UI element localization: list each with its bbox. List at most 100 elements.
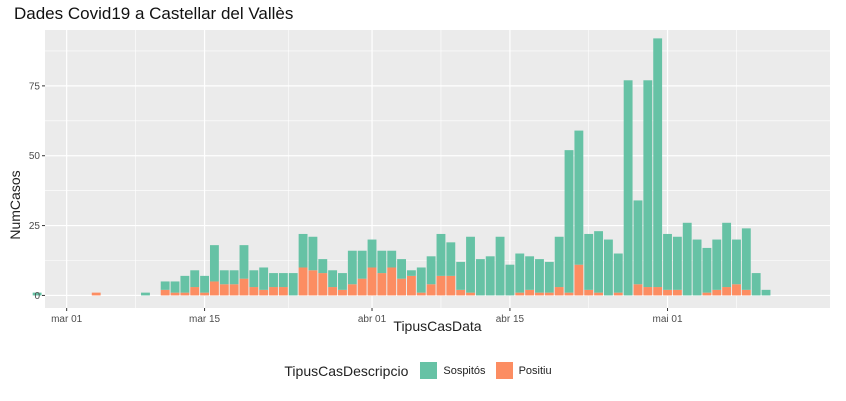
bar-positiu xyxy=(298,267,308,296)
bar-sospitos xyxy=(160,281,170,290)
bar-sospitos xyxy=(682,222,692,296)
bar-positiu xyxy=(406,275,416,296)
bar-sospitos xyxy=(190,270,200,288)
bar-positiu xyxy=(229,284,239,296)
bar-positiu xyxy=(209,281,219,296)
bar-sospitos xyxy=(219,270,229,285)
bar-positiu xyxy=(663,289,672,296)
x-tick-label: abr 15 xyxy=(496,314,525,325)
bar-sospitos xyxy=(732,239,741,285)
bar-sospitos xyxy=(672,236,682,290)
bar-positiu xyxy=(160,289,170,296)
legend-key-sospitos: Sospitós xyxy=(420,362,486,379)
bar-sospitos xyxy=(239,245,249,279)
bar-positiu xyxy=(318,273,328,296)
bar-sospitos xyxy=(653,38,663,288)
bar-positiu xyxy=(377,273,387,296)
bar-sospitos xyxy=(525,256,535,290)
bar-positiu xyxy=(643,287,653,296)
bar-sospitos xyxy=(249,270,259,288)
x-tick-label: abr 01 xyxy=(358,314,387,325)
bar-sospitos xyxy=(515,253,525,293)
bar-sospitos xyxy=(308,236,318,271)
bar-sospitos xyxy=(328,270,338,288)
bar-sospitos xyxy=(584,233,594,290)
bar-positiu xyxy=(249,287,259,296)
bar-sospitos xyxy=(495,236,505,296)
bar-sospitos xyxy=(426,256,436,285)
bars xyxy=(32,38,771,296)
bar-sospitos xyxy=(288,273,298,296)
bar-sospitos xyxy=(505,264,515,296)
bar-positiu xyxy=(328,287,338,296)
y-tick-label: 50 xyxy=(29,151,41,162)
legend-swatch-sospitos xyxy=(420,362,438,379)
bar-positiu xyxy=(259,289,269,296)
bar-sospitos xyxy=(357,250,367,279)
bar-positiu xyxy=(190,287,200,296)
bar-sospitos xyxy=(209,245,219,282)
bar-positiu xyxy=(594,292,604,296)
bar-positiu xyxy=(269,287,278,296)
bar-sospitos xyxy=(712,239,722,290)
bar-sospitos xyxy=(170,281,180,293)
x-axis: mar 01 mar 15 abr 01 abr 15 mai 01 xyxy=(51,308,683,325)
bar-positiu xyxy=(712,289,722,296)
bar-positiu xyxy=(446,275,456,296)
bar-positiu xyxy=(91,292,101,296)
y-axis-title-box: NumCasos xyxy=(2,130,28,280)
bar-sospitos xyxy=(259,267,269,290)
legend-key-positiu: Positiu xyxy=(495,362,552,379)
y-tick-label: 25 xyxy=(29,221,41,232)
bar-positiu xyxy=(416,292,426,296)
bar-sospitos xyxy=(663,233,672,290)
bar-positiu xyxy=(200,292,210,296)
bar-sospitos xyxy=(298,233,308,268)
bar-positiu xyxy=(426,284,436,296)
bar-sospitos xyxy=(229,270,239,285)
bar-positiu xyxy=(702,292,712,296)
chart-title: Dades Covid19 a Castellar del Vallès xyxy=(14,4,294,23)
bar-positiu xyxy=(397,278,407,296)
bar-positiu xyxy=(338,289,347,296)
legend-label-sospitos: Sospitós xyxy=(443,364,486,377)
bar-positiu xyxy=(584,289,594,296)
bar-positiu xyxy=(456,289,466,296)
bar-positiu xyxy=(653,287,663,296)
bar-sospitos xyxy=(446,242,456,276)
y-axis: 0 25 50 75 xyxy=(29,81,45,302)
legend-swatch-positiu xyxy=(495,362,513,379)
bar-positiu xyxy=(554,287,564,296)
bar-sospitos xyxy=(535,259,544,293)
legend-title: TipusCasDescripcio xyxy=(284,362,409,379)
bar-positiu xyxy=(180,292,190,296)
bar-sospitos xyxy=(32,292,42,296)
bar-positiu xyxy=(219,284,229,296)
bar-sospitos xyxy=(318,259,328,274)
bar-sospitos xyxy=(377,250,387,274)
bar-positiu xyxy=(633,284,643,296)
bar-positiu xyxy=(525,289,535,296)
bar-positiu xyxy=(574,264,584,296)
bar-sospitos xyxy=(554,236,564,288)
x-axis-title: TipusCasData xyxy=(393,318,482,334)
bar-sospitos xyxy=(387,250,397,268)
bar-positiu xyxy=(367,267,377,296)
y-axis-title: NumCasos xyxy=(7,170,23,240)
bar-positiu xyxy=(564,292,574,296)
bar-positiu xyxy=(741,289,751,296)
bar-sospitos xyxy=(466,236,475,293)
bar-sospitos xyxy=(761,289,771,296)
bar-positiu xyxy=(357,278,367,296)
bar-positiu xyxy=(278,287,288,296)
legend-label-positiu: Positiu xyxy=(518,364,552,377)
bar-positiu xyxy=(170,292,180,296)
bar-sospitos xyxy=(416,267,426,293)
y-tick-label: 0 xyxy=(34,291,40,302)
bar-sospitos xyxy=(692,239,702,296)
bar-sospitos xyxy=(751,273,761,296)
bar-sospitos xyxy=(367,239,377,268)
bar-sospitos xyxy=(406,270,416,276)
bar-positiu xyxy=(239,278,249,296)
x-tick-label: mar 01 xyxy=(51,314,83,325)
